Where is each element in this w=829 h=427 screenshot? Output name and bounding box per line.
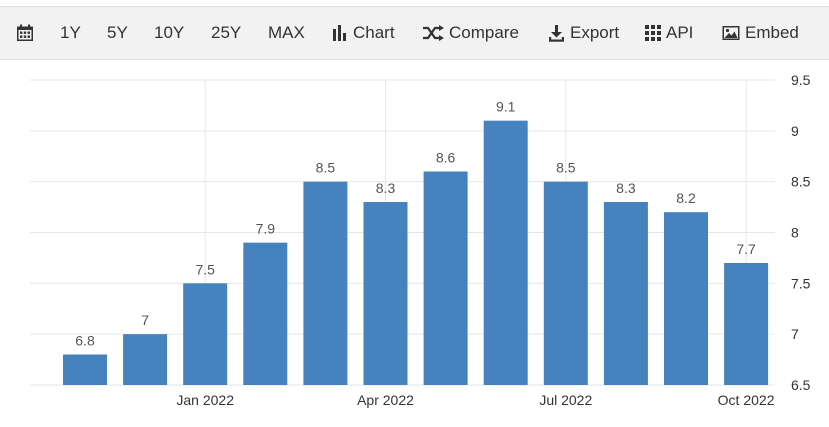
chart-area: 6.8 7 7.5 7.9 8.5 8.3 8.6 9.1 8.5 8.3 8.2 7.7 Jan 2… — [0, 60, 829, 422]
y-tick-label: 9 — [791, 123, 799, 139]
data-label: 8.3 — [376, 180, 396, 196]
data-label: 7.9 — [256, 221, 276, 237]
data-label: 8.5 — [556, 160, 576, 176]
chart-toolbar: 1Y 5Y 10Y 25Y MAX Chart Compare Export — [0, 6, 829, 60]
chart-button[interactable]: Chart — [332, 7, 395, 59]
range-25y-label: 25Y — [211, 23, 242, 42]
data-label: 8.2 — [676, 190, 696, 206]
bar-dec-2021[interactable] — [123, 334, 168, 385]
data-label: 7.7 — [736, 241, 756, 257]
range-1y-button[interactable]: 1Y — [60, 7, 81, 59]
bar-chart: 6.8 7 7.5 7.9 8.5 8.3 8.6 9.1 8.5 8.3 8.2 7.7 Jan 2… — [30, 72, 811, 408]
export-button[interactable]: Export — [548, 7, 619, 59]
api-button[interactable]: API — [645, 7, 693, 59]
range-max-button[interactable]: MAX — [268, 7, 305, 59]
range-5y-label: 5Y — [107, 23, 128, 42]
grid-icon — [645, 25, 661, 41]
range-10y-button[interactable]: 10Y — [154, 7, 184, 59]
bar-oct-2022[interactable] — [724, 263, 769, 385]
export-label: Export — [570, 23, 620, 42]
calendar-button[interactable] — [16, 7, 34, 59]
data-label: 7.5 — [195, 261, 215, 277]
bars — [63, 120, 769, 386]
range-max-label: MAX — [268, 23, 305, 42]
download-icon — [549, 24, 564, 42]
calendar-icon — [17, 24, 33, 41]
bar-mar-2022[interactable] — [303, 181, 348, 385]
x-tick-label: Oct 2022 — [718, 392, 775, 408]
bar-may-2022[interactable] — [423, 171, 468, 386]
bar-sep-2022[interactable] — [664, 212, 708, 385]
range-1y-label: 1Y — [60, 23, 81, 42]
embed-label: Embed — [745, 23, 799, 42]
y-tick-label: 7 — [791, 326, 799, 342]
bar-jul-2022[interactable] — [543, 181, 588, 385]
x-tick-label: Jan 2022 — [176, 392, 234, 408]
bar-apr-2022[interactable] — [363, 202, 408, 385]
shuffle-icon — [423, 25, 444, 41]
data-label: 7 — [141, 312, 149, 328]
data-label: 6.8 — [75, 333, 95, 349]
x-tick-label: Jul 2022 — [539, 392, 592, 408]
data-labels: 6.8 7 7.5 7.9 8.5 8.3 8.6 9.1 8.5 8.3 8.2 7.7 — [75, 99, 756, 349]
y-axis: 6.5 7 7.5 8 8.5 9 9.5 — [791, 72, 811, 393]
bar-nov-2021[interactable] — [63, 354, 107, 386]
compare-button[interactable]: Compare — [422, 7, 519, 59]
range-10y-label: 10Y — [154, 23, 185, 42]
embed-button[interactable]: Embed — [722, 7, 799, 59]
y-tick-label: 7.5 — [791, 275, 811, 291]
range-5y-button[interactable]: 5Y — [107, 7, 128, 59]
bar-aug-2022[interactable] — [603, 202, 648, 385]
api-label: API — [666, 23, 694, 42]
x-tick-label: Apr 2022 — [357, 392, 414, 408]
bar-feb-2022[interactable] — [243, 242, 288, 385]
y-tick-label: 8.5 — [791, 174, 811, 190]
image-icon — [722, 26, 740, 40]
chart-label: Chart — [353, 23, 395, 42]
compare-label: Compare — [449, 23, 519, 42]
range-25y-button[interactable]: 25Y — [211, 7, 241, 59]
y-tick-label: 8 — [791, 225, 799, 241]
bar-chart-icon — [333, 25, 346, 41]
y-tick-label: 6.5 — [791, 377, 811, 393]
data-label: 8.5 — [316, 160, 336, 176]
bar-jan-2022[interactable] — [183, 283, 228, 385]
data-label: 8.6 — [436, 150, 456, 166]
bar-jun-2022[interactable] — [483, 120, 528, 385]
y-tick-label: 9.5 — [791, 72, 811, 88]
data-label: 9.1 — [496, 99, 516, 115]
data-label: 8.3 — [616, 180, 636, 196]
x-axis: Jan 2022 Apr 2022 Jul 2022 Oct 2022 — [176, 392, 774, 408]
